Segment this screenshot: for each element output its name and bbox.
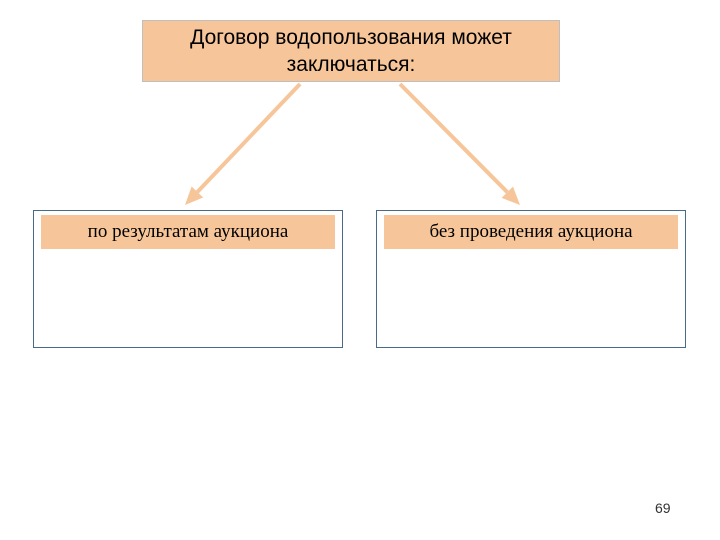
top-box-line2: заключаться: [143, 51, 559, 78]
left-label-box: по результатам аукциона [41, 215, 335, 249]
top-box-line1: Договор водопользования может [143, 24, 559, 51]
right-label-box: без проведения аукциона [384, 215, 678, 249]
right-label-text: без проведения аукциона [429, 221, 632, 243]
page-number: 69 [655, 500, 671, 516]
top-box: Договор водопользования может заключатьс… [142, 20, 560, 82]
left-label-text: по результатам аукциона [88, 221, 289, 243]
